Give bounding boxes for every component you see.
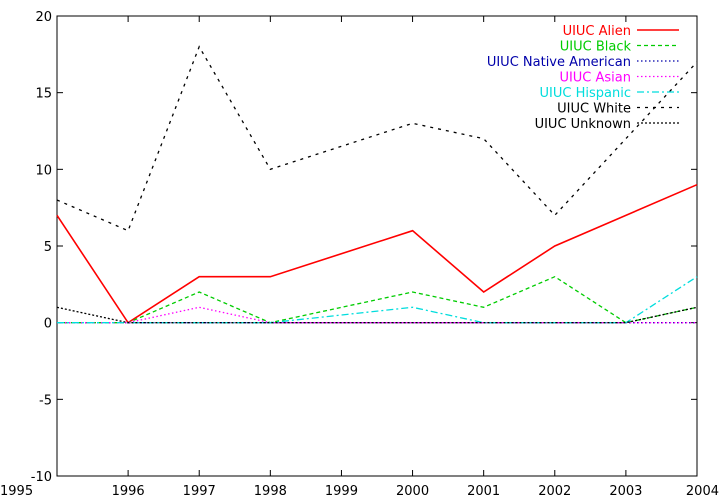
- x-tick-label: 1996: [112, 484, 145, 499]
- y-tick-label: 20: [35, 10, 52, 25]
- y-tick-label: -10: [31, 470, 52, 485]
- x-tick-label: 2000: [396, 484, 429, 499]
- y-tick-label: -5: [39, 393, 52, 408]
- series-line-6: [56, 306, 698, 324]
- x-tick-label: 2002: [538, 484, 571, 499]
- axis-ticks: -10 -5 0 5 10 15 20 1995 1996 1997 1998 1999 2000 200…: [0, 10, 719, 499]
- series-line-3: [57, 306, 697, 324]
- legend-label: UIUC Native American: [487, 55, 631, 70]
- x-tick-label: 1999: [325, 484, 358, 499]
- y-tick-label: 0: [44, 317, 52, 332]
- legend-label: UIUC Black: [560, 40, 632, 55]
- x-tick-label: 1995: [0, 484, 33, 499]
- y-tick-label: 15: [35, 87, 52, 102]
- x-tick-label: 1998: [254, 484, 287, 499]
- series-line-1: [57, 275, 698, 324]
- x-tick-label: 2001: [467, 484, 500, 499]
- legend-label: UIUC Alien: [563, 24, 631, 39]
- y-tick-label: 5: [44, 240, 52, 255]
- legend-label: UIUC Asian: [559, 71, 631, 86]
- x-tick-label: 2003: [609, 484, 642, 499]
- series-lines: [56, 45, 698, 324]
- series-line-0: [56, 183, 698, 324]
- legend-label: UIUC Hispanic: [540, 86, 631, 101]
- x-tick-label: 2004: [686, 484, 719, 499]
- legend-label: UIUC White: [557, 102, 631, 117]
- legend-label: UIUC Unknown: [535, 117, 631, 132]
- series-line-4: [57, 276, 698, 324]
- x-tick-label: 1997: [183, 484, 216, 499]
- y-tick-label: 10: [35, 163, 52, 178]
